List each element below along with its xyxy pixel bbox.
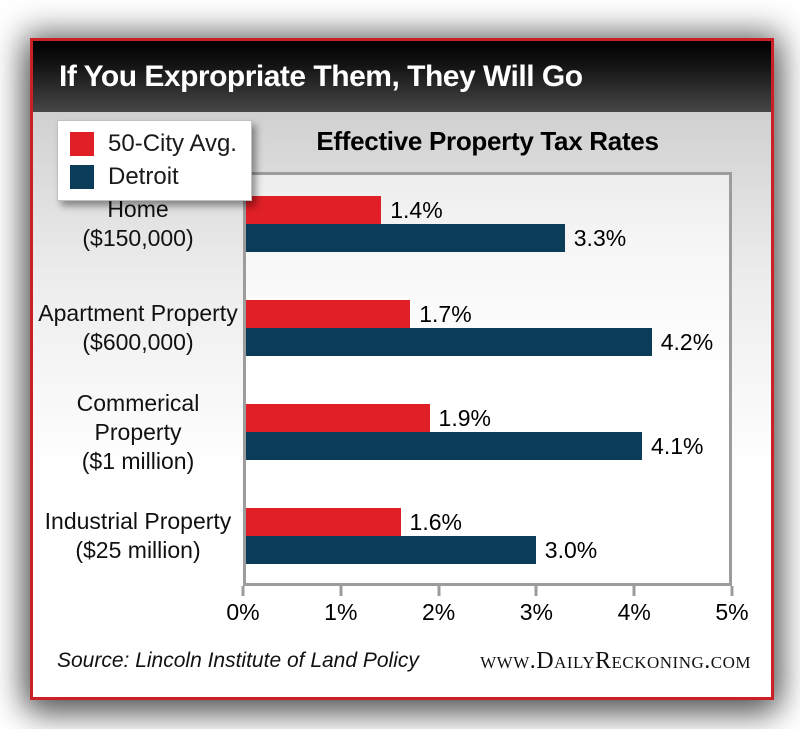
- category-label-apartment: Apartment Property ($600,000): [33, 300, 243, 356]
- bar-row: 1.7%: [246, 300, 729, 328]
- category-label-home: Home ($150,000): [33, 196, 243, 252]
- axis-tick: [632, 586, 636, 596]
- axis-tick: [534, 586, 538, 596]
- bar-value-label: 3.3%: [573, 224, 627, 251]
- bar-group-home: 1.4% 3.3%: [246, 196, 729, 252]
- bar-row: 4.2%: [246, 328, 729, 356]
- plot-area: 1.4% 3.3% 1.7% 4.2%: [243, 172, 732, 586]
- bar-50city-avg: [246, 300, 411, 328]
- bar-group-apartment: 1.7% 4.2%: [246, 300, 729, 356]
- legend-item-detroit: Detroit: [70, 163, 237, 191]
- chart-title: Effective Property Tax Rates: [316, 126, 659, 156]
- category-label-industrial: Industrial Property ($25 million): [33, 508, 243, 564]
- bar-group-industrial: 1.6% 3.0%: [246, 508, 729, 564]
- bar-value-label: 3.0%: [544, 536, 598, 563]
- bar-row: 3.0%: [246, 536, 729, 564]
- legend-swatch-navy: [70, 165, 94, 189]
- header-banner: If You Expropriate Them, They Will Go: [33, 41, 771, 112]
- bar-50city-avg: [246, 508, 401, 536]
- category-value: ($600,000): [82, 329, 194, 355]
- category-name: Commerical Property: [76, 389, 200, 445]
- bar-50city-avg: [246, 196, 382, 224]
- bar-row: 1.9%: [246, 404, 729, 432]
- chart-body: 50-City Avg. Detroit Effective Property …: [33, 112, 771, 691]
- category-name: Industrial Property: [44, 508, 232, 534]
- legend: 50-City Avg. Detroit: [57, 120, 252, 201]
- x-axis: 0% 1% 2% 3% 4% 5%: [226, 586, 749, 638]
- legend-label: 50-City Avg.: [108, 130, 237, 157]
- bar-value-label: 4.2%: [660, 328, 714, 355]
- bar-detroit: [246, 328, 652, 356]
- bar-value-label: 1.9%: [438, 404, 491, 431]
- source-credit: Source: Lincoln Institute of Land Policy: [57, 649, 419, 672]
- category-labels-column: Home ($150,000) Apartment Property ($600…: [33, 172, 243, 586]
- category-name: Apartment Property: [38, 300, 238, 326]
- axis-tick: [241, 586, 245, 596]
- website-url: www.DailyReckoning.com: [480, 648, 751, 674]
- bar-value-label: 1.4%: [390, 196, 443, 223]
- axis-tick-label: 2%: [421, 599, 456, 625]
- axis-tick: [437, 586, 441, 596]
- axis-tick-label: 0%: [226, 599, 260, 625]
- bar-detroit: [246, 224, 565, 252]
- category-value: ($1 million): [81, 447, 195, 474]
- bar-row: 3.3%: [246, 224, 729, 252]
- bar-group-commercial: 1.9% 4.1%: [246, 404, 729, 460]
- bar-value-label: 1.7%: [419, 300, 472, 327]
- bar-50city-avg: [246, 404, 430, 432]
- axis-tick-label: 1%: [324, 599, 358, 625]
- bar-value-label: 4.1%: [651, 432, 704, 459]
- bar-row: 1.6%: [246, 508, 729, 536]
- bar-value-label: 1.6%: [409, 508, 462, 535]
- legend-label: Detroit: [108, 163, 179, 190]
- category-label-commercial: Commerical Property ($1 million): [33, 390, 243, 474]
- legend-swatch-red: [70, 132, 94, 156]
- category-value: ($25 million): [75, 537, 201, 563]
- axis-tick-label: 3%: [519, 599, 554, 625]
- chart-frame: If You Expropriate Them, They Will Go 50…: [30, 38, 774, 700]
- axis-tick-label: 5%: [715, 599, 749, 625]
- bar-row: 1.4%: [246, 196, 729, 224]
- header-title: If You Expropriate Them, They Will Go: [59, 59, 583, 93]
- category-value: ($150,000): [82, 225, 194, 251]
- axis-tick-label: 4%: [617, 599, 651, 625]
- bar-detroit: [246, 536, 536, 564]
- legend-item-50city: 50-City Avg.: [70, 130, 237, 158]
- bar-detroit: [246, 432, 643, 460]
- bar-row: 4.1%: [246, 432, 729, 460]
- axis-tick: [730, 586, 734, 596]
- axis-tick: [339, 586, 343, 596]
